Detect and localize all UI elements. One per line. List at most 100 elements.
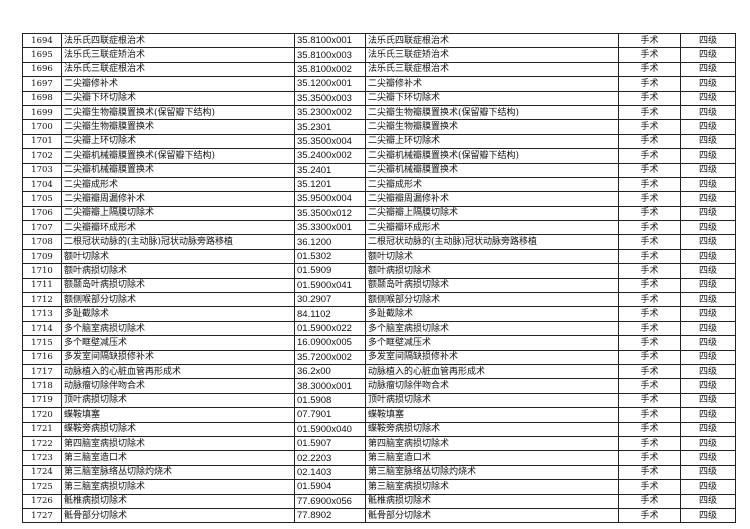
procedure-level: 四级 xyxy=(680,378,736,394)
procedure-type: 手术 xyxy=(618,507,681,524)
procedure-name-standard: 骶骨部分切除术 xyxy=(365,507,619,524)
procedure-name: 二尖瓣上环切除术 xyxy=(61,133,295,150)
procedure-name-standard: 额叶病损切除术 xyxy=(365,263,619,279)
procedure-name: 额侧喉部分切除术 xyxy=(61,292,295,308)
procedure-type: 手术 xyxy=(618,133,681,150)
procedure-name: 二尖瓣瓣上隔膜切除术 xyxy=(61,205,295,222)
procedure-name: 第三脑室病损切除术 xyxy=(61,479,295,495)
procedure-name: 多发室间隔缺损修补术 xyxy=(61,349,295,365)
procedure-level: 四级 xyxy=(680,32,736,49)
procedure-code: 01.5908 xyxy=(294,392,366,409)
procedure-name-standard: 二尖瓣上环切除术 xyxy=(365,133,619,150)
procedure-level: 四级 xyxy=(680,148,736,164)
procedure-table: 1694 法乐氏四联症根治术 35.8100x001 法乐氏四联症根治术 手术 四级 169… xyxy=(22,32,736,524)
table-row: 1719 顶叶病损切除术 01.5908 顶叶病损切除术 手术 四级 xyxy=(22,392,736,409)
row-number: 1699 xyxy=(22,104,62,121)
row-number: 1703 xyxy=(22,162,62,178)
procedure-code: 35.8100x001 xyxy=(294,32,366,49)
procedure-level: 四级 xyxy=(680,104,736,121)
procedure-type: 手术 xyxy=(618,277,681,294)
procedure-level: 四级 xyxy=(680,119,736,135)
procedure-name-standard: 多趾截除术 xyxy=(365,306,619,322)
table-row: 1710 额叶病损切除术 01.5909 额叶病损切除术 手术 四级 xyxy=(22,263,736,279)
procedure-name: 骶骨部分切除术 xyxy=(61,507,295,524)
procedure-code: 35.1200x001 xyxy=(294,76,366,92)
procedure-name: 第三脑室脉络丛切除灼烧术 xyxy=(61,464,295,481)
procedure-name-standard: 动脉植入的心脏血管再形成术 xyxy=(365,363,619,380)
table-row: 1718 动脉瘤切除伴吻合术 38.3000x001 动脉瘤切除伴吻合术 手术 四级 xyxy=(22,378,736,394)
procedure-type: 手术 xyxy=(618,363,681,380)
procedure-type: 手术 xyxy=(618,464,681,481)
procedure-code: 35.3500x004 xyxy=(294,133,366,150)
procedure-type: 手术 xyxy=(618,148,681,164)
procedure-level: 四级 xyxy=(680,435,736,452)
procedure-level: 四级 xyxy=(680,220,736,236)
row-number: 1713 xyxy=(22,306,62,322)
procedure-type: 手术 xyxy=(618,306,681,322)
procedure-code: 07.7901 xyxy=(294,407,366,423)
procedure-level: 四级 xyxy=(680,407,736,423)
table-row: 1714 多个脑室病损切除术 01.5900x022 多个脑室病损切除术 手术 四级 xyxy=(22,320,736,337)
procedure-level: 四级 xyxy=(680,363,736,380)
row-number: 1702 xyxy=(22,148,62,164)
procedure-code: 30.2907 xyxy=(294,292,366,308)
table-row: 1725 第三脑室病损切除术 01.5904 第三脑室病损切除术 手术 四级 xyxy=(22,479,736,495)
procedure-level: 四级 xyxy=(680,277,736,294)
procedure-type: 手术 xyxy=(618,220,681,236)
table-row: 1695 法乐氏三联症矫治术 35.8100x003 法乐氏三联症矫治术 手术 四级 xyxy=(22,47,736,63)
procedure-code: 35.8100x002 xyxy=(294,61,366,78)
procedure-code: 16.0900x005 xyxy=(294,335,366,351)
table-row: 1722 第四脑室病损切除术 01.5907 第四脑室病损切除术 手术 四级 xyxy=(22,435,736,452)
table-row: 1694 法乐氏四联症根治术 35.8100x001 法乐氏四联症根治术 手术 四级 xyxy=(22,32,736,49)
procedure-name-standard: 二尖瓣瓣环成形术 xyxy=(365,220,619,236)
procedure-code: 35.8100x003 xyxy=(294,47,366,63)
procedure-name-standard: 二尖瓣瓣周漏修补术 xyxy=(365,191,619,207)
table-row: 1699 二尖瓣生物瓣膜置换术(保留瓣下结构) 35.2300x002 二尖瓣生物瓣膜… xyxy=(22,104,736,121)
procedure-code: 35.7200x002 xyxy=(294,349,366,365)
procedure-name-standard: 二尖瓣机械瓣膜置换术 xyxy=(365,162,619,178)
table-body: 1694 法乐氏四联症根治术 35.8100x001 法乐氏四联症根治术 手术 四级 169… xyxy=(22,32,736,524)
procedure-name-standard: 蝶鞍旁病损切除术 xyxy=(365,421,619,437)
procedure-code: 01.5909 xyxy=(294,263,366,279)
procedure-name-standard: 法乐氏三联症矫治术 xyxy=(365,47,619,63)
procedure-type: 手术 xyxy=(618,263,681,279)
procedure-name: 二尖瓣修补术 xyxy=(61,76,295,92)
procedure-type: 手术 xyxy=(618,392,681,409)
table-row: 1708 二根冠状动脉的(主动脉)冠状动脉旁路移植 36.1200 二根冠状动脉的(主… xyxy=(22,234,736,250)
row-number: 1709 xyxy=(22,248,62,265)
procedure-level: 四级 xyxy=(680,507,736,524)
row-number: 1710 xyxy=(22,263,62,279)
procedure-level: 四级 xyxy=(680,493,736,509)
procedure-name: 法乐氏三联症矫治术 xyxy=(61,47,295,63)
procedure-code: 35.3500x003 xyxy=(294,90,366,106)
procedure-level: 四级 xyxy=(680,306,736,322)
procedure-name: 二尖瓣下环切除术 xyxy=(61,90,295,106)
table-row: 1705 二尖瓣瓣周漏修补术 35.9500x004 二尖瓣瓣周漏修补术 手术 四级 xyxy=(22,191,736,207)
procedure-name-standard: 多发室间隔缺损修补术 xyxy=(365,349,619,365)
row-number: 1727 xyxy=(22,507,62,524)
row-number: 1718 xyxy=(22,378,62,394)
row-number: 1700 xyxy=(22,119,62,135)
procedure-type: 手术 xyxy=(618,335,681,351)
procedure-name-standard: 额侧喉部分切除术 xyxy=(365,292,619,308)
procedure-name-standard: 二尖瓣生物瓣膜置换术(保留瓣下结构) xyxy=(365,104,619,121)
procedure-name-standard: 额叶切除术 xyxy=(365,248,619,265)
procedure-code: 35.2301 xyxy=(294,119,366,135)
procedure-type: 手术 xyxy=(618,205,681,222)
row-number: 1714 xyxy=(22,320,62,337)
table-row: 1721 蝶鞍旁病损切除术 01.5900x040 蝶鞍旁病损切除术 手术 四级 xyxy=(22,421,736,437)
procedure-code: 36.1200 xyxy=(294,234,366,250)
table-row: 1702 二尖瓣机械瓣膜置换术(保留瓣下结构) 35.2400x002 二尖瓣机械瓣膜… xyxy=(22,148,736,164)
row-number: 1721 xyxy=(22,421,62,437)
procedure-code: 35.2401 xyxy=(294,162,366,178)
row-number: 1697 xyxy=(22,76,62,92)
row-number: 1719 xyxy=(22,392,62,409)
procedure-name: 法乐氏四联症根治术 xyxy=(61,32,295,49)
table-row: 1724 第三脑室脉络丛切除灼烧术 02.1403 第三脑室脉络丛切除灼烧术 手术 四级 xyxy=(22,464,736,481)
procedure-level: 四级 xyxy=(680,292,736,308)
procedure-level: 四级 xyxy=(680,392,736,409)
procedure-type: 手术 xyxy=(618,119,681,135)
procedure-code: 02.1403 xyxy=(294,464,366,481)
row-number: 1717 xyxy=(22,363,62,380)
procedure-name-standard: 第四脑室病损切除术 xyxy=(365,435,619,452)
